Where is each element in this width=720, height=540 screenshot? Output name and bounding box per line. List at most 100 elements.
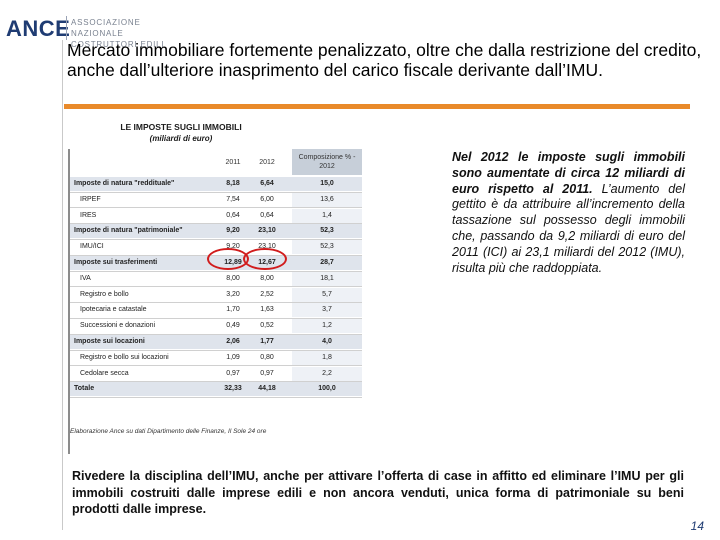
row-label: Imposte sui locazioni: [74, 338, 145, 345]
row-divider: [70, 207, 362, 209]
row-label: IRES: [80, 211, 97, 219]
row-value-2011: 9,20: [226, 243, 240, 251]
row-label: Ipotecaria e catastale: [80, 306, 147, 314]
row-label: IVA: [80, 274, 91, 282]
table-row: Imposte di natura "patrimoniale" 9,20 23,1…: [70, 224, 362, 239]
row-composition: 1,2: [292, 319, 362, 334]
row-value-2012: 23,10: [258, 227, 276, 235]
page-number: 14: [690, 519, 704, 533]
side-commentary-body: L’aumento del gettito è da attribuire al…: [452, 181, 685, 275]
row-divider: [70, 286, 362, 288]
row-composition: 3,7: [292, 303, 362, 318]
row-value-2012: 1,63: [260, 306, 274, 314]
row-label: Imposte di natura "patrimoniale": [74, 227, 183, 235]
ance-logo: ANCE ASSOCIAZIONE NAZIONALE COSTRUTTORI …: [4, 14, 174, 49]
logo-subtitle-line1: ASSOCIAZIONE NAZIONALE: [71, 18, 141, 38]
row-composition: 28,7: [292, 256, 362, 270]
row-label: Cedolare secca: [80, 369, 129, 377]
table-source-note: Elaborazione Ance su dati Dipartimento d…: [70, 428, 267, 435]
row-composition: 15,0: [292, 177, 362, 191]
row-value-2012: 0,97: [260, 369, 274, 377]
row-divider: [70, 238, 362, 240]
logo-divider: [66, 16, 67, 40]
table-row: Successioni e donazioni 0,49 0,52 1,2: [70, 319, 362, 334]
table-row: IMU/ICI 9,20 23,10 52,3: [70, 240, 362, 255]
row-value-2012: 44,18: [258, 385, 276, 393]
row-composition: 2,2: [292, 366, 362, 381]
row-divider: [70, 349, 362, 351]
property-tax-table: LE IMPOSTE SUGLI IMMOBILI (miliardi di e…: [66, 119, 362, 454]
row-composition: 52,3: [292, 240, 362, 255]
row-composition: 5,7: [292, 287, 362, 302]
row-value-2012: 8,00: [260, 274, 274, 282]
row-label: Totale: [74, 385, 95, 393]
row-composition: 18,1: [292, 271, 362, 286]
row-label: Successioni e donazioni: [80, 322, 156, 330]
table-header: 2011 2012 Composizione % - 2012: [70, 149, 362, 175]
table-row: Ipotecaria e catastale 1,70 1,63 3,7: [70, 303, 362, 318]
row-value-2011: 32,33: [224, 385, 242, 393]
table-row: Totale 32,33 44,18 100,0: [70, 382, 362, 397]
bottom-recommendation: Rivedere la disciplina dell’IMU, anche p…: [72, 469, 684, 516]
table-subtitle: (miliardi di euro): [149, 134, 213, 143]
row-value-2011: 1,70: [226, 306, 240, 314]
row-value-2011: 7,54: [226, 195, 240, 203]
table-row: Registro e bollo sui locazioni 1,09 0,80 1,…: [70, 350, 362, 365]
row-composition: 52,3: [292, 224, 362, 239]
slide-title: Mercato immobiliare fortemente penalizza…: [67, 40, 702, 80]
table-title: LE IMPOSTE SUGLI IMMOBILI: [120, 122, 242, 132]
row-composition: 1,8: [292, 350, 362, 365]
row-value-2011: 2,06: [226, 338, 240, 345]
row-value-2012: 23,10: [258, 243, 276, 251]
row-divider: [70, 223, 362, 225]
row-value-2012: 6,64: [260, 180, 274, 187]
row-value-2011: 9,20: [226, 227, 240, 235]
row-value-2012: 1,77: [260, 338, 274, 345]
row-value-2011: 0,49: [226, 322, 240, 330]
logo-mark: ANCE: [6, 16, 71, 41]
row-label: Imposte di natura "reddituale": [74, 180, 175, 187]
row-label: Registro e bollo sui locazioni: [80, 353, 169, 361]
row-divider: [70, 317, 362, 319]
row-label: IRPEF: [80, 195, 101, 203]
row-label: Registro e bollo: [80, 290, 129, 298]
row-divider: [70, 381, 362, 383]
row-value-2011: 8,00: [226, 274, 240, 282]
logo-subtitle-line2: COSTRUTTORI EDILI: [71, 40, 165, 49]
row-composition: 13,6: [292, 192, 362, 207]
header-2011: 2011: [225, 158, 241, 166]
row-composition: 1,4: [292, 208, 362, 223]
table-row: IRES 0,64 0,64 1,4: [70, 208, 362, 223]
side-commentary: Nel 2012 le imposte sugli immobili sono …: [452, 150, 685, 276]
row-divider: [70, 270, 362, 272]
table-row: Imposte sui locazioni 2,06 1,77 4,0: [70, 335, 362, 349]
row-value-2011: 0,64: [226, 211, 240, 219]
header-composition: Composizione % - 2012: [292, 149, 362, 175]
row-divider: [70, 365, 362, 367]
table-left-border: [68, 149, 70, 454]
table-row: Imposte di natura "reddituale" 8,18 6,64 15…: [70, 177, 362, 191]
row-composition: 4,0: [292, 335, 362, 349]
table-row: IRPEF 7,54 6,00 13,6: [70, 192, 362, 207]
row-label: Imposte sui trasferimenti: [74, 259, 158, 266]
side-commentary-lead: Nel 2012 le imposte sugli immobili sono …: [452, 150, 685, 196]
logo-subtitle: ASSOCIAZIONE NAZIONALE COSTRUTTORI EDILI: [71, 17, 174, 50]
header-2012: 2012: [259, 158, 275, 166]
row-divider: [70, 333, 362, 335]
row-divider: [70, 191, 362, 193]
row-value-2012: 0,80: [260, 353, 274, 361]
table-row: Cedolare secca 0,97 0,97 2,2: [70, 366, 362, 381]
highlight-circle-2012: [243, 248, 287, 270]
left-vertical-rule: [62, 40, 63, 530]
title-underline: [64, 104, 690, 109]
row-value-2011: 3,20: [226, 290, 240, 298]
row-label: IMU/ICI: [80, 243, 104, 251]
row-divider: [70, 302, 362, 304]
table-row: Registro e bollo 3,20 2,52 5,7: [70, 287, 362, 302]
row-value-2011: 1,09: [226, 353, 240, 361]
row-value-2011: 8,18: [226, 180, 240, 187]
row-composition: 100,0: [292, 382, 362, 397]
row-value-2012: 6,00: [260, 195, 274, 203]
row-value-2012: 0,52: [260, 322, 274, 330]
row-value-2011: 0,97: [226, 369, 240, 377]
